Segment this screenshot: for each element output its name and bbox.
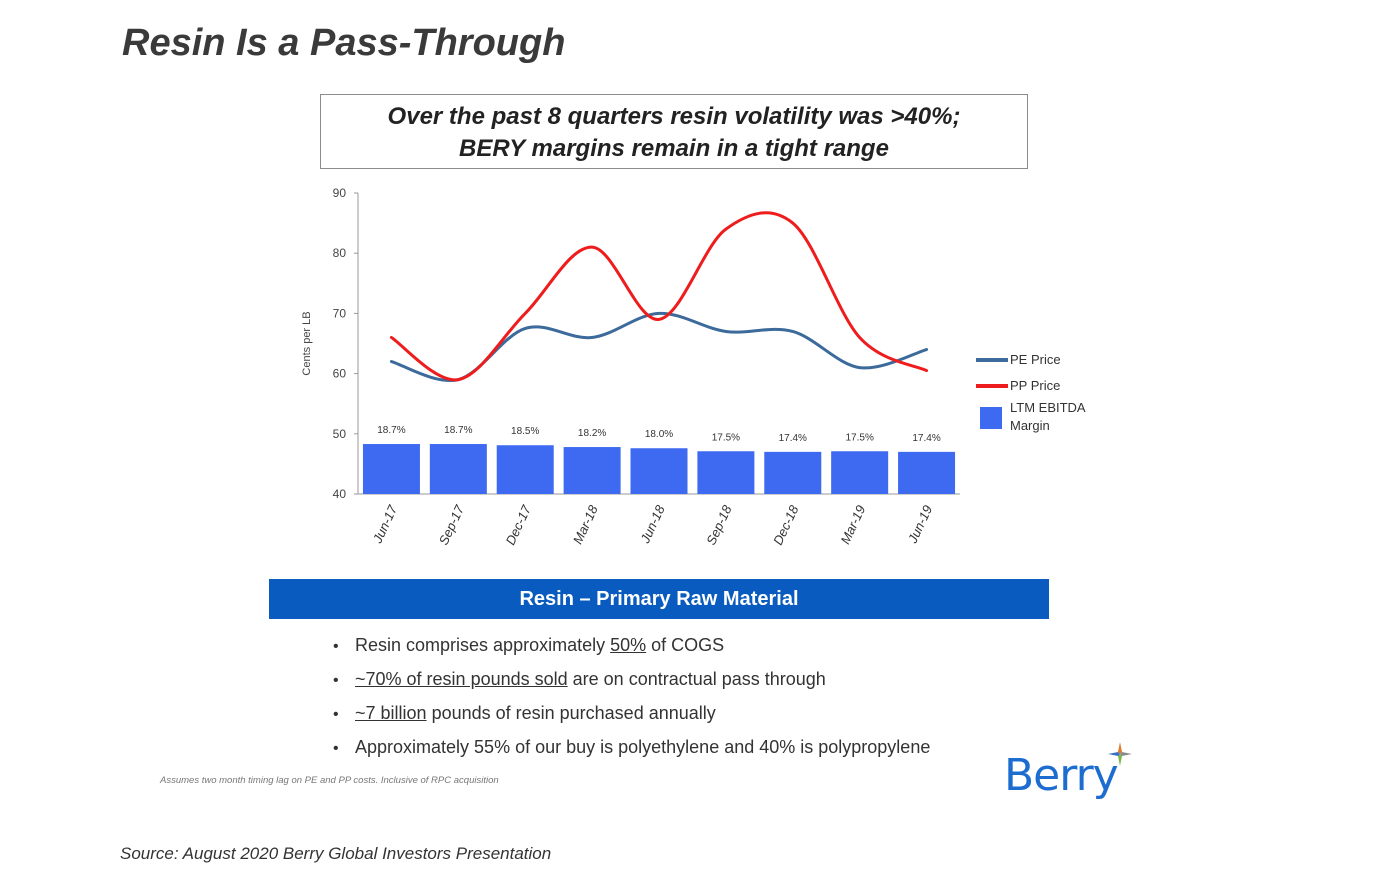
bar-ltm-ebitda-margin — [764, 451, 822, 494]
legend-margin-label: LTM EBITDA — [1010, 400, 1086, 415]
bar-ltm-ebitda-margin — [563, 447, 621, 494]
bullet-text: are on contractual pass through — [567, 669, 826, 689]
y-tick-label: 40 — [333, 487, 347, 501]
pe-price-line — [389, 311, 929, 383]
bullet-item: • ~70% of resin pounds sold are on contra… — [333, 666, 930, 700]
bullet-text: Resin comprises approximately — [355, 635, 611, 655]
bullet-item: • ~7 billion pounds of resin purchased an… — [333, 700, 930, 734]
bar-data-label: 18.7% — [444, 425, 472, 436]
y-tick-label: 60 — [333, 367, 347, 381]
bar-data-label: 18.0% — [645, 429, 673, 440]
bar-data-label: 17.4% — [912, 433, 940, 444]
bullet-text: of COGS — [646, 635, 725, 655]
bar-data-label: 18.5% — [511, 426, 539, 437]
bar-ltm-ebitda-margin — [496, 445, 554, 494]
bar-data-label: 17.4% — [779, 433, 807, 444]
bar-ltm-ebitda-margin — [697, 451, 755, 494]
bar-ltm-ebitda-margin — [898, 451, 956, 494]
callout-line-2: BERY margins remain in a tight range — [459, 135, 889, 162]
y-tick-label: 70 — [333, 306, 347, 320]
legend-pp-label: PP Price — [1010, 378, 1060, 393]
x-tick-label: Sep-17 — [436, 502, 468, 547]
legend-margin-swatch — [980, 407, 1002, 429]
bar-ltm-ebitda-margin — [429, 444, 487, 494]
y-tick-label: 50 — [333, 427, 347, 441]
bar-data-label: 18.7% — [377, 425, 405, 436]
x-tick-label: Jun-17 — [369, 502, 400, 546]
bullet-item: • Approximately 55% of our buy is polyeth… — [333, 734, 930, 768]
bullet-highlight: 50% — [610, 635, 647, 655]
y-tick-label: 90 — [333, 186, 347, 200]
bullet-dot: • — [333, 672, 339, 689]
bar-data-label: 17.5% — [845, 432, 873, 443]
legend-margin-label: Margin — [1010, 418, 1050, 433]
bullet-highlight: ~70% of resin pounds sold — [355, 669, 568, 689]
bullet-highlight: ~7 billion — [355, 703, 427, 723]
bar-ltm-ebitda-margin — [831, 451, 889, 494]
bar-data-label: 17.5% — [712, 432, 740, 443]
bullet-text: pounds of resin purchased annually — [426, 703, 716, 723]
section-banner: Resin – Primary Raw Material — [269, 579, 1049, 619]
bar-data-label: 18.2% — [578, 428, 606, 439]
x-tick-label: Mar-19 — [837, 503, 868, 546]
bullet-list: • Resin comprises approximately 50% of CO… — [333, 632, 930, 768]
source-citation: Source: August 2020 Berry Global Investo… — [120, 844, 552, 863]
bullet-dot: • — [333, 706, 339, 723]
bullet-text: Approximately 55% of our buy is polyethy… — [355, 737, 931, 757]
logo-wordmark: Berry — [1004, 750, 1119, 801]
volatility-callout: Over the past 8 quarters resin volatilit… — [320, 94, 1028, 169]
x-tick-label: Jun-19 — [904, 503, 935, 546]
footnote: Assumes two month timing lag on PE and P… — [160, 775, 499, 786]
y-axis-label: Cents per LB — [301, 311, 313, 375]
x-tick-label: Dec-18 — [770, 502, 802, 547]
bar-ltm-ebitda-margin — [362, 444, 420, 494]
bullet-dot: • — [333, 740, 339, 757]
legend-pe-label: PE Price — [1010, 352, 1061, 367]
bullet-item: • Resin comprises approximately 50% of CO… — [333, 632, 930, 666]
x-tick-label: Mar-18 — [570, 502, 601, 546]
y-tick-label: 80 — [333, 246, 347, 260]
page-title: Resin Is a Pass-Through — [122, 22, 566, 64]
bullet-dot: • — [333, 638, 339, 655]
pp-price-line — [389, 211, 929, 382]
x-tick-label: Sep-18 — [703, 502, 735, 547]
x-tick-label: Jun-18 — [637, 502, 668, 546]
callout-line-1: Over the past 8 quarters resin volatilit… — [387, 103, 961, 130]
bar-ltm-ebitda-margin — [630, 448, 688, 494]
berry-logo: Berry — [1004, 742, 1140, 812]
x-tick-label: Dec-17 — [503, 502, 535, 547]
resin-price-chart: 40 50 60 70 80 90 Cents per LB 18.7% 18.7% 18.5% 1… — [301, 186, 1086, 547]
compass-star-icon — [1108, 742, 1132, 766]
